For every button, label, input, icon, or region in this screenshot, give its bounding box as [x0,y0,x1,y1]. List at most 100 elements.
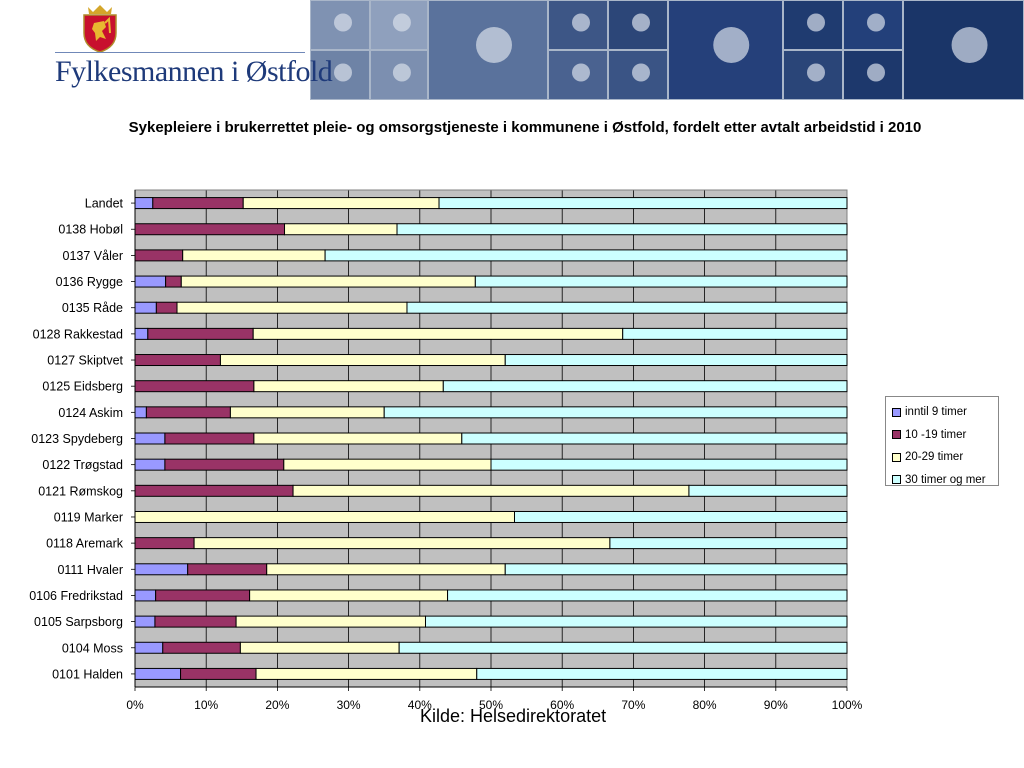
bar-segment [180,667,257,680]
logo-rule [55,52,305,53]
bar-segment [284,223,398,236]
header-photo-highlight [632,63,650,82]
bar-segment [164,432,255,445]
legend-swatch [892,452,901,462]
bar-segment [219,354,506,367]
header-photo-highlight [951,27,988,63]
x-tick-label: 30% [337,698,361,712]
bar-segment [239,641,400,654]
category-label: 0135 Råde [62,301,123,315]
legend-item: inntil 9 timer [892,401,998,424]
chart-legend: inntil 9 timer 10 -19 timer 20-29 timer 30 … [885,396,999,486]
category-label: 0106 Fredrikstad [29,589,123,603]
bar-segment [134,589,157,602]
bar-segment [134,197,154,210]
bar-segment [504,563,848,576]
bar-segment [180,275,476,288]
bar-segment [134,249,184,262]
header-photo-highlight [867,13,885,32]
bar-segment [398,641,848,654]
bar-segment [134,458,166,471]
bar-segment [162,641,241,654]
category-label: 0122 Trøgstad [42,458,123,472]
logo-area: Fylkesmannen i Østfold [0,0,333,100]
legend-swatch [892,430,901,440]
bar-segment [424,615,848,628]
header-banner: Fylkesmannen i Østfold [0,0,1024,100]
category-label: 0136 Rygge [56,275,123,289]
bar-segment [513,510,848,523]
header-photo-highlight [867,63,885,82]
bar-segment [235,615,426,628]
category-label: 0119 Marker [54,510,123,524]
bar-segment [474,275,848,288]
category-label: 0101 Halden [52,667,123,681]
header-photo-highlight [807,63,825,82]
legend-label: 10 -19 timer [905,428,967,441]
header-photo-highlight [713,27,750,63]
header-photo-highlight [632,13,650,32]
category-label: 0127 Skiptvet [47,354,123,368]
bar-segment [255,667,478,680]
bar-segment [438,197,848,210]
chart-title: Sykepleiere i brukerrettet pleie- og oms… [128,119,922,136]
legend-item: 20-29 timer [892,446,998,469]
organization-name: Fylkesmannen i Østfold [55,55,333,88]
header-photo-highlight [572,63,590,82]
bar-segment [476,667,848,680]
legend-label: 20-29 timer [905,451,964,464]
bar-segment [145,406,231,419]
category-label: 0104 Moss [62,641,123,655]
x-tick-label: 10% [194,698,218,712]
bar-segment [461,432,848,445]
bar-segment [134,432,166,445]
bar-segment [252,327,624,340]
legend-swatch [892,407,901,417]
bar-segment [242,197,440,210]
bar-segment [406,301,848,314]
bar-segment [165,275,182,288]
category-label: 0105 Sarpsborg [34,615,123,629]
bar-segment [266,563,506,576]
bar-segment [134,223,286,236]
bar-segment [442,380,848,393]
bar-segment [134,327,149,340]
bar-segment [134,510,515,523]
bar-segment [134,301,157,314]
header-photo-highlight [334,63,352,82]
bar-segment [396,223,848,236]
category-label: 0124 Askim [58,406,123,420]
source-note: Kilde: Helsedirektoratet [420,706,607,726]
header-photo-highlight [476,27,512,63]
bar-segment [147,327,254,340]
bar-segment [609,537,848,550]
x-tick-label: 100% [832,698,863,712]
bar-segment [164,458,285,471]
bar-segment [622,327,848,340]
x-tick-label: 20% [265,698,289,712]
x-tick-label: 0% [126,698,144,712]
bar-segment [134,354,221,367]
legend-label: 30 timer og mer [905,473,986,486]
header-photo-highlight [392,63,411,82]
bar-segment [447,589,848,602]
bar-segment [292,484,690,497]
bar-segment [134,641,164,654]
bar-segment [383,406,848,419]
category-label: 0137 Våler [63,249,123,263]
category-label: 0118 Aremark [46,537,124,551]
legend-item: 30 timer og mer [892,469,998,492]
header-photo-highlight [572,13,590,32]
bar-segment [134,484,294,497]
category-label: 0138 Hobøl [58,223,123,237]
bar-segment [134,537,195,550]
legend-item: 10 -19 timer [892,424,998,447]
bar-segment [253,432,463,445]
x-tick-label: 70% [621,698,645,712]
bar-segment [134,380,255,393]
x-tick-label: 80% [693,698,717,712]
bar-segment [490,458,848,471]
bar-segment [152,197,244,210]
header-photo-highlight [392,13,411,32]
